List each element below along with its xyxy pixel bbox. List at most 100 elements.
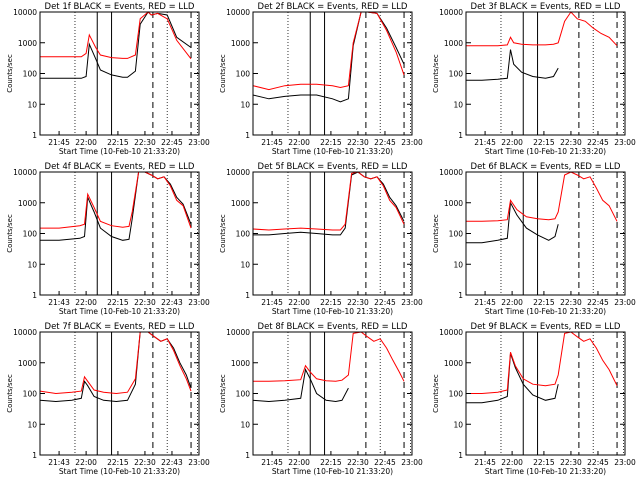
y-tick-label: 10000	[13, 8, 37, 17]
lld-series-line	[40, 171, 192, 229]
y-tick-label: 10000	[13, 328, 37, 337]
x-tick-label: 22:15	[533, 298, 555, 307]
panel-7: Det 7f BLACK = Events, RED = LLD Counts/s…	[6, 322, 210, 476]
y-tick-label: 1000	[18, 359, 37, 368]
y-tick-label: 100	[449, 230, 464, 239]
plot-frame	[39, 11, 200, 136]
x-tick-label: 21:45	[474, 458, 496, 467]
plot-frame	[39, 171, 200, 296]
y-tick-label: 1000	[231, 359, 250, 368]
y-tick-label: 10	[240, 100, 250, 109]
x-tick-label: 23:00	[188, 138, 210, 147]
y-tick-label: 100	[449, 70, 464, 79]
y-tick-label: 10000	[439, 328, 463, 337]
y-tick-label: 10	[240, 420, 250, 429]
x-tick-label: 22:00	[501, 138, 523, 147]
panel-title: Det 5f BLACK = Events, RED = LLD	[258, 162, 408, 172]
panel-title: Det 7f BLACK = Events, RED = LLD	[45, 322, 195, 332]
x-tick-label: 22:00	[75, 138, 97, 147]
x-tick-label: 21:45	[474, 138, 496, 147]
y-axis-label: Counts/sec	[219, 54, 227, 93]
y-tick-label: 100	[236, 230, 251, 239]
y-tick-label: 10000	[226, 8, 250, 17]
y-axis-label: Counts/sec	[6, 374, 14, 413]
y-tick-label: 10	[453, 420, 463, 429]
y-tick-label: 100	[236, 70, 251, 79]
y-tick-label: 10	[27, 260, 37, 269]
x-axis-label: Start Time (10-Feb-10 21:33:20)	[272, 467, 393, 476]
panel-title: Det 8f BLACK = Events, RED = LLD	[258, 322, 408, 332]
x-tick-label: 21:45	[261, 458, 283, 467]
y-tick-label: 100	[449, 390, 464, 399]
x-tick-label: 22:30	[560, 138, 582, 147]
plot-frame	[465, 331, 626, 456]
x-tick-label: 22:30	[134, 458, 156, 467]
y-tick-label: 1	[32, 131, 37, 140]
x-tick-label: 22:30	[560, 298, 582, 307]
x-tick-label: 22:00	[501, 458, 523, 467]
x-tick-label: 23:00	[401, 458, 423, 467]
x-tick-label: 22:00	[288, 458, 310, 467]
x-tick-label: 23:00	[401, 298, 423, 307]
y-axis-label: Counts/sec	[432, 54, 440, 93]
x-tick-label: 23:00	[614, 298, 636, 307]
events-series-line	[252, 11, 405, 103]
x-tick-label: 22:00	[75, 458, 97, 467]
x-tick-label: 22:00	[288, 298, 310, 307]
x-tick-label: 22:43	[161, 458, 183, 467]
x-tick-label: 22:30	[134, 298, 156, 307]
panel-3: Det 3f BLACK = Events, RED = LLD Counts/s…	[432, 2, 636, 156]
x-tick-label: 23:00	[188, 298, 210, 307]
panel-6: Det 6f BLACK = Events, RED = LLD Counts/s…	[432, 162, 636, 316]
y-tick-label: 10	[27, 420, 37, 429]
events-series-line	[466, 353, 559, 404]
panel-title: Det 6f BLACK = Events, RED = LLD	[471, 162, 621, 172]
x-axis-label: Start Time (10-Feb-10 21:33:20)	[59, 307, 180, 316]
x-tick-label: 22:30	[560, 458, 582, 467]
panel-9: Det 9f BLACK = Events, RED = LLD Counts/s…	[432, 322, 636, 476]
x-axis-label: Start Time (10-Feb-10 21:33:20)	[59, 147, 180, 156]
lld-series-line	[39, 331, 192, 395]
x-tick-label: 22:45	[587, 138, 609, 147]
y-tick-label: 1	[245, 131, 250, 140]
x-tick-label: 21:43	[48, 458, 70, 467]
panel-8: Det 8f BLACK = Events, RED = LLD Counts/s…	[219, 322, 423, 476]
x-tick-label: 22:15	[107, 458, 129, 467]
x-tick-label: 23:00	[401, 138, 423, 147]
y-tick-label: 100	[23, 230, 38, 239]
x-axis-label: Start Time (10-Feb-10 21:33:20)	[272, 307, 393, 316]
panel-title: Det 1f BLACK = Events, RED = LLD	[45, 2, 195, 12]
y-tick-label: 100	[23, 70, 38, 79]
y-tick-label: 1000	[444, 199, 463, 208]
x-tick-label: 21:45	[474, 298, 496, 307]
y-tick-label: 1	[32, 451, 37, 460]
x-tick-label: 22:43	[161, 298, 183, 307]
y-axis-label: Counts/sec	[6, 214, 14, 253]
lld-series-line	[466, 171, 618, 222]
lld-series-line	[252, 11, 405, 91]
y-tick-label: 100	[23, 390, 38, 399]
x-tick-label: 22:15	[320, 458, 342, 467]
lld-series-line	[252, 171, 405, 231]
y-tick-label: 1	[458, 131, 463, 140]
x-axis-label: Start Time (10-Feb-10 21:33:20)	[485, 307, 606, 316]
panel-title: Det 9f BLACK = Events, RED = LLD	[471, 322, 621, 332]
y-tick-label: 1	[458, 451, 463, 460]
y-tick-label: 1000	[231, 199, 250, 208]
plot-frame	[465, 11, 626, 136]
y-tick-label: 1000	[444, 359, 463, 368]
x-tick-label: 22:00	[288, 138, 310, 147]
panel-1: Det 1f BLACK = Events, RED = LLD Counts/s…	[6, 2, 210, 156]
x-tick-label: 23:00	[188, 458, 210, 467]
x-axis-label: Start Time (10-Feb-10 21:33:20)	[485, 467, 606, 476]
y-tick-label: 10	[27, 100, 37, 109]
plot-frame	[465, 171, 626, 296]
panel-title: Det 4f BLACK = Events, RED = LLD	[45, 162, 195, 172]
x-tick-label: 22:15	[107, 298, 129, 307]
events-series-line	[466, 49, 559, 81]
y-tick-label: 1000	[444, 39, 463, 48]
x-axis-label: Start Time (10-Feb-10 21:33:20)	[272, 147, 393, 156]
y-tick-label: 10000	[13, 168, 37, 177]
lld-series-line	[466, 331, 618, 394]
y-tick-label: 10	[240, 260, 250, 269]
